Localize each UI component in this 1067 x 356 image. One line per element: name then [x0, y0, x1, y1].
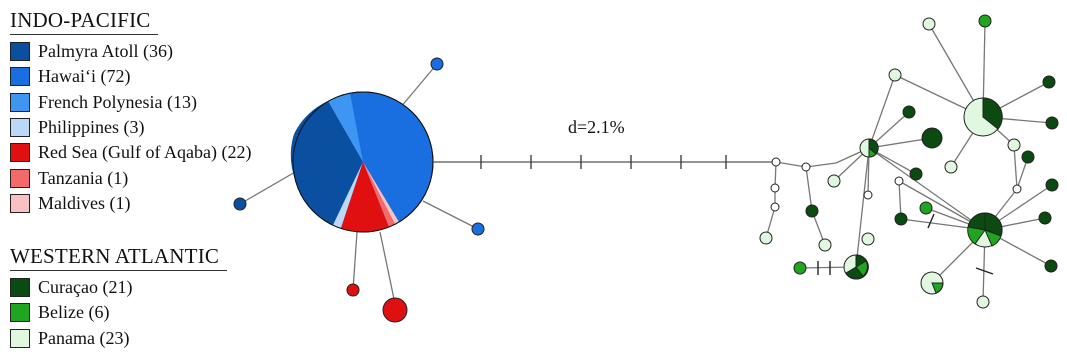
legend-swatch — [10, 278, 30, 298]
haplotype-node — [888, 68, 902, 82]
legend-item-label: Belize (6) — [38, 302, 110, 323]
legend-item-philippines: Philippines (3) — [10, 115, 290, 140]
haplotype-node — [1045, 178, 1059, 192]
haplotype-node — [382, 297, 408, 323]
haplotype-node — [346, 283, 360, 297]
haplotype-node — [921, 127, 943, 149]
haplotype-node — [1045, 116, 1059, 130]
haplotype-node — [805, 204, 819, 218]
pie-node-indo-pacific-main — [290, 91, 434, 233]
legend-heading-western-atlantic: WESTERN ATLANTIC — [10, 242, 228, 271]
haplotype-node — [471, 222, 485, 236]
haplotype-node — [827, 174, 841, 188]
pie-node-mixed-lower — [843, 254, 869, 280]
haplotype-node — [1012, 184, 1022, 194]
legend-item-label: French Polynesia (13) — [38, 91, 197, 112]
indo-pacific-cluster — [239, 63, 479, 300]
legend-item-tanzania: Tanzania (1) — [10, 165, 290, 190]
legend-swatch — [10, 328, 30, 348]
western-atlantic-edges — [765, 20, 1053, 303]
legend-item-label: Red Sea (Gulf of Aqaba) (22) — [38, 142, 252, 163]
legend-item-label: Palmyra Atoll (36) — [38, 41, 173, 62]
legend-item-label: Tanzania (1) — [38, 167, 129, 188]
haplotype-node — [978, 14, 992, 28]
mutation-ticks — [817, 213, 994, 275]
western-atlantic-nodes — [759, 14, 1059, 309]
haplotype-node — [1038, 211, 1052, 225]
haplotype-node — [818, 238, 832, 252]
legend-swatch — [10, 67, 30, 87]
legend-swatch — [10, 193, 30, 213]
haplotype-node — [793, 261, 807, 275]
legend-swatch — [10, 303, 30, 323]
pie-node-panama-belize — [920, 271, 944, 295]
legend-item-curacao: Curaçao (21) — [10, 275, 290, 300]
legend-item-label: Philippines (3) — [38, 117, 145, 138]
haplotype-node — [863, 190, 873, 200]
haplotype-node — [919, 201, 933, 215]
inter-basin-branch — [433, 155, 776, 169]
haplotype-node — [1042, 75, 1056, 89]
legend-item-french-polynesia: French Polynesia (13) — [10, 90, 290, 115]
pie-node-curacao-panama — [963, 97, 1003, 137]
haplotype-node — [894, 212, 908, 226]
haplotype-node — [1007, 138, 1021, 152]
haplotype-node — [771, 157, 781, 167]
legend-western-atlantic: WESTERN ATLANTIC Curaçao (21) Belize (6)… — [10, 242, 290, 351]
pie-node-mixed-central — [967, 212, 1003, 248]
haplotype-node — [976, 295, 990, 309]
legend-swatch — [10, 92, 30, 112]
haplotype-node — [894, 176, 904, 186]
pie-node-mixed-upper — [859, 138, 879, 158]
legend-swatch — [10, 143, 30, 163]
legend-item-label: Maldives (1) — [38, 192, 131, 213]
legend-item-palmyra-atoll: Palmyra Atoll (36) — [10, 39, 290, 64]
legend-item-label: Hawai‘i (72) — [38, 66, 131, 87]
haplotype-node — [944, 160, 958, 174]
legend-item-label: Curaçao (21) — [38, 277, 133, 298]
legend-item-belize: Belize (6) — [10, 300, 290, 325]
legend-item-label: Panama (23) — [38, 327, 130, 348]
legend-swatch — [10, 42, 30, 62]
haplotype-node — [759, 231, 773, 245]
legend-item-panama: Panama (23) — [10, 326, 290, 351]
haplotype-node — [1044, 259, 1058, 273]
legend-heading-indo-pacific: INDO-PACIFIC — [10, 6, 159, 35]
legend-swatch — [10, 118, 30, 138]
haplotype-node — [801, 162, 811, 172]
legend-item-red-sea: Red Sea (Gulf of Aqaba) (22) — [10, 140, 290, 165]
haplotype-node — [770, 202, 780, 212]
haplotype-node — [1021, 150, 1035, 164]
haplotype-node — [922, 17, 936, 31]
haplotype-node — [430, 57, 444, 71]
legend-item-maldives: Maldives (1) — [10, 191, 290, 216]
haplotype-node — [902, 105, 916, 119]
haplotype-node — [770, 183, 780, 193]
distance-label: d=2.1% — [568, 117, 625, 137]
haplotype-node — [909, 167, 923, 181]
indo-pacific-satellites — [233, 57, 485, 323]
haplotype-node — [233, 197, 247, 211]
legend-indo-pacific: INDO-PACIFIC Palmyra Atoll (36) Hawai‘i … — [10, 6, 290, 216]
legend-swatch — [10, 168, 30, 188]
haplotype-node — [861, 232, 875, 246]
legend-item-hawaii: Hawai‘i (72) — [10, 64, 290, 89]
